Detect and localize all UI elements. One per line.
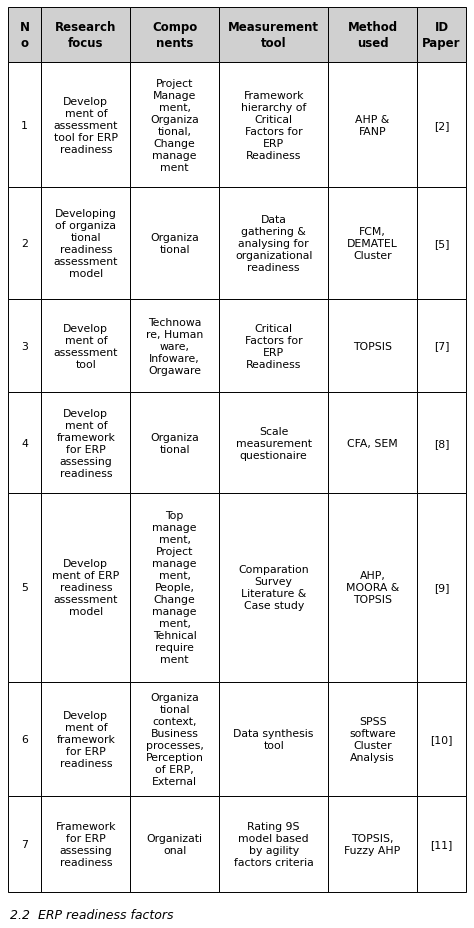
Bar xyxy=(328,682,417,796)
Text: [5]: [5] xyxy=(434,238,449,249)
Text: Organiza
tional
context,
Business
processes,
Perception
of ERP,
External: Organiza tional context, Business proces… xyxy=(146,692,204,786)
Text: Organizati
onal: Organizati onal xyxy=(147,833,203,856)
Text: 2.2  ERP readiness factors: 2.2 ERP readiness factors xyxy=(10,908,173,921)
Text: Top
manage
ment,
Project
manage
ment,
People,
Change
manage
ment,
Tehnical
requi: Top manage ment, Project manage ment, Pe… xyxy=(153,511,197,664)
Text: CFA, SEM: CFA, SEM xyxy=(347,438,398,448)
Text: Developing
of organiza
tional
readiness
assessment
model: Developing of organiza tional readiness … xyxy=(54,209,118,278)
Text: 6: 6 xyxy=(21,734,28,744)
Text: Project
Manage
ment,
Organiza
tional,
Change
manage
ment: Project Manage ment, Organiza tional, Ch… xyxy=(150,79,199,173)
Bar xyxy=(41,300,130,393)
Text: Framework
for ERP
assessing
readiness: Framework for ERP assessing readiness xyxy=(55,821,116,868)
Bar xyxy=(328,188,417,300)
Bar xyxy=(41,393,130,494)
Bar xyxy=(219,8,328,63)
Bar xyxy=(417,63,466,188)
Text: Organiza
tional: Organiza tional xyxy=(150,432,199,454)
Text: Data
gathering &
analysing for
organizational
readiness: Data gathering & analysing for organizat… xyxy=(235,215,312,273)
Bar xyxy=(41,188,130,300)
Text: [9]: [9] xyxy=(434,583,449,593)
Bar xyxy=(417,682,466,796)
Text: Organiza
tional: Organiza tional xyxy=(150,233,199,255)
Text: [8]: [8] xyxy=(434,438,449,448)
Bar xyxy=(130,393,219,494)
Text: 2: 2 xyxy=(21,238,28,249)
Bar xyxy=(8,796,41,892)
Bar xyxy=(130,300,219,393)
Bar xyxy=(130,796,219,892)
Bar xyxy=(417,8,466,63)
Bar xyxy=(219,682,328,796)
Text: N
o: N o xyxy=(20,21,30,50)
Bar xyxy=(8,8,41,63)
Text: Develop
ment of
assessment
tool: Develop ment of assessment tool xyxy=(54,323,118,369)
Bar xyxy=(328,63,417,188)
Text: Critical
Factors for
ERP
Readiness: Critical Factors for ERP Readiness xyxy=(245,323,302,369)
Bar xyxy=(130,494,219,682)
Bar xyxy=(219,63,328,188)
Bar xyxy=(219,188,328,300)
Text: Research
focus: Research focus xyxy=(55,21,117,50)
Bar xyxy=(41,494,130,682)
Text: AHP,
MOORA &
TOPSIS: AHP, MOORA & TOPSIS xyxy=(346,571,399,605)
Text: [7]: [7] xyxy=(434,342,449,351)
Text: Develop
ment of
framework
for ERP
assessing
readiness: Develop ment of framework for ERP assess… xyxy=(56,408,115,478)
Text: 5: 5 xyxy=(21,583,28,593)
Text: Technowa
re, Human
ware,
Infoware,
Orgaware: Technowa re, Human ware, Infoware, Orgaw… xyxy=(146,317,203,375)
Bar xyxy=(417,796,466,892)
Bar xyxy=(328,8,417,63)
Bar xyxy=(328,494,417,682)
Bar xyxy=(219,393,328,494)
Text: TOPSIS,
Fuzzy AHP: TOPSIS, Fuzzy AHP xyxy=(345,833,401,856)
Bar xyxy=(328,796,417,892)
Text: [2]: [2] xyxy=(434,121,449,131)
Bar xyxy=(8,682,41,796)
Text: [11]: [11] xyxy=(430,839,453,849)
Text: 4: 4 xyxy=(21,438,28,448)
Text: Method
used: Method used xyxy=(347,21,398,50)
Bar xyxy=(41,682,130,796)
Text: ID
Paper: ID Paper xyxy=(422,21,461,50)
Text: 3: 3 xyxy=(21,342,28,351)
Bar xyxy=(417,300,466,393)
Text: Scale
measurement
questionaire: Scale measurement questionaire xyxy=(236,426,312,460)
Bar xyxy=(8,188,41,300)
Text: Rating 9S
model based
by agility
factors criteria: Rating 9S model based by agility factors… xyxy=(234,821,314,868)
Bar xyxy=(8,63,41,188)
Bar xyxy=(219,494,328,682)
Text: [10]: [10] xyxy=(430,734,453,744)
Bar xyxy=(41,8,130,63)
Bar xyxy=(417,494,466,682)
Text: 7: 7 xyxy=(21,839,28,849)
Text: SPSS
software
Cluster
Analysis: SPSS software Cluster Analysis xyxy=(349,716,396,763)
Text: Framework
hierarchy of
Critical
Factors for
ERP
Readiness: Framework hierarchy of Critical Factors … xyxy=(241,91,306,161)
Bar xyxy=(8,494,41,682)
Text: Measurement
tool: Measurement tool xyxy=(228,21,319,50)
Text: Compo
nents: Compo nents xyxy=(152,21,197,50)
Text: 1: 1 xyxy=(21,121,28,131)
Text: FCM,
DEMATEL
Cluster: FCM, DEMATEL Cluster xyxy=(347,226,398,261)
Bar xyxy=(328,300,417,393)
Bar xyxy=(417,188,466,300)
Text: Data synthesis
tool: Data synthesis tool xyxy=(234,728,314,751)
Bar xyxy=(8,300,41,393)
Bar xyxy=(417,393,466,494)
Bar xyxy=(130,8,219,63)
Bar xyxy=(219,300,328,393)
Text: Develop
ment of ERP
readiness
assessment
model: Develop ment of ERP readiness assessment… xyxy=(52,559,119,617)
Text: Comparation
Survey
Literature &
Case study: Comparation Survey Literature & Case stu… xyxy=(238,565,309,611)
Bar xyxy=(130,188,219,300)
Bar xyxy=(130,63,219,188)
Text: TOPSIS: TOPSIS xyxy=(353,342,392,351)
Bar xyxy=(328,393,417,494)
Bar xyxy=(219,796,328,892)
Bar xyxy=(130,682,219,796)
Text: Develop
ment of
assessment
tool for ERP
readiness: Develop ment of assessment tool for ERP … xyxy=(54,97,118,155)
Bar xyxy=(8,393,41,494)
Bar xyxy=(41,63,130,188)
Bar xyxy=(41,796,130,892)
Text: Develop
ment of
framework
for ERP
readiness: Develop ment of framework for ERP readin… xyxy=(56,711,115,768)
Text: AHP &
FANP: AHP & FANP xyxy=(356,115,390,136)
